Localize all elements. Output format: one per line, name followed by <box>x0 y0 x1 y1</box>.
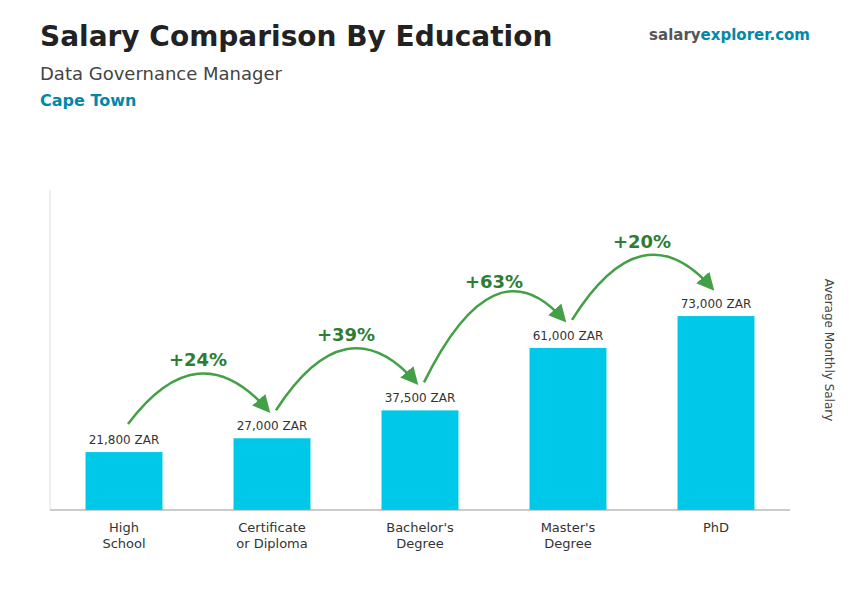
x-tick-label-line: High <box>109 520 139 535</box>
location: Cape Town <box>40 91 136 110</box>
x-tick-label-line: Bachelor's <box>386 520 454 535</box>
pct-change-label: +63% <box>465 271 523 292</box>
change-arrow <box>424 291 564 382</box>
value-label: 27,000 ZAR <box>237 419 308 433</box>
value-label: 21,800 ZAR <box>89 433 160 447</box>
value-label: 37,500 ZAR <box>385 391 456 405</box>
change-arrow <box>572 255 712 320</box>
x-tick-label-line: Degree <box>544 536 591 551</box>
x-tick-label: Master'sDegree <box>541 520 596 551</box>
background <box>0 0 850 606</box>
x-axis-line <box>50 510 790 511</box>
bars <box>86 316 755 510</box>
x-tick-label-line: School <box>102 536 145 551</box>
watermark-part: salary <box>649 26 701 44</box>
x-tick-label-line: PhD <box>703 520 729 535</box>
pct-change-label: +39% <box>317 324 375 345</box>
x-tick-label-line: Master's <box>541 520 596 535</box>
watermark-part: explorer.com <box>701 26 810 44</box>
x-tick-label: PhD <box>703 520 729 535</box>
chart-container: Salary Comparison By Education Data Gover… <box>0 0 850 606</box>
watermark: salaryexplorer.com <box>649 26 810 44</box>
chart: Salary Comparison By Education Data Gover… <box>0 0 850 606</box>
y-axis-label: Average Monthly Salary <box>822 279 836 422</box>
x-tick-label: Bachelor'sDegree <box>386 520 454 551</box>
bar <box>678 316 755 510</box>
x-tick-label-line: Certificate <box>238 520 306 535</box>
bar <box>234 438 311 510</box>
title: Salary Comparison By Education <box>40 20 552 53</box>
bar <box>530 348 607 510</box>
value-label: 73,000 ZAR <box>681 297 752 311</box>
bar <box>86 452 163 510</box>
pct-change-label: +20% <box>613 231 671 252</box>
bar <box>382 410 459 510</box>
x-tick-label: Certificateor Diploma <box>236 520 308 551</box>
subtitle: Data Governance Manager <box>40 63 283 84</box>
value-label: 61,000 ZAR <box>533 329 604 343</box>
x-tick-label-line: Degree <box>396 536 443 551</box>
x-tick-label: HighSchool <box>102 520 145 551</box>
y-axis-line <box>50 190 51 510</box>
change-arrow <box>128 373 268 424</box>
pct-change-label: +24% <box>169 349 227 370</box>
change-arrow <box>276 348 416 410</box>
x-tick-label-line: or Diploma <box>236 536 308 551</box>
